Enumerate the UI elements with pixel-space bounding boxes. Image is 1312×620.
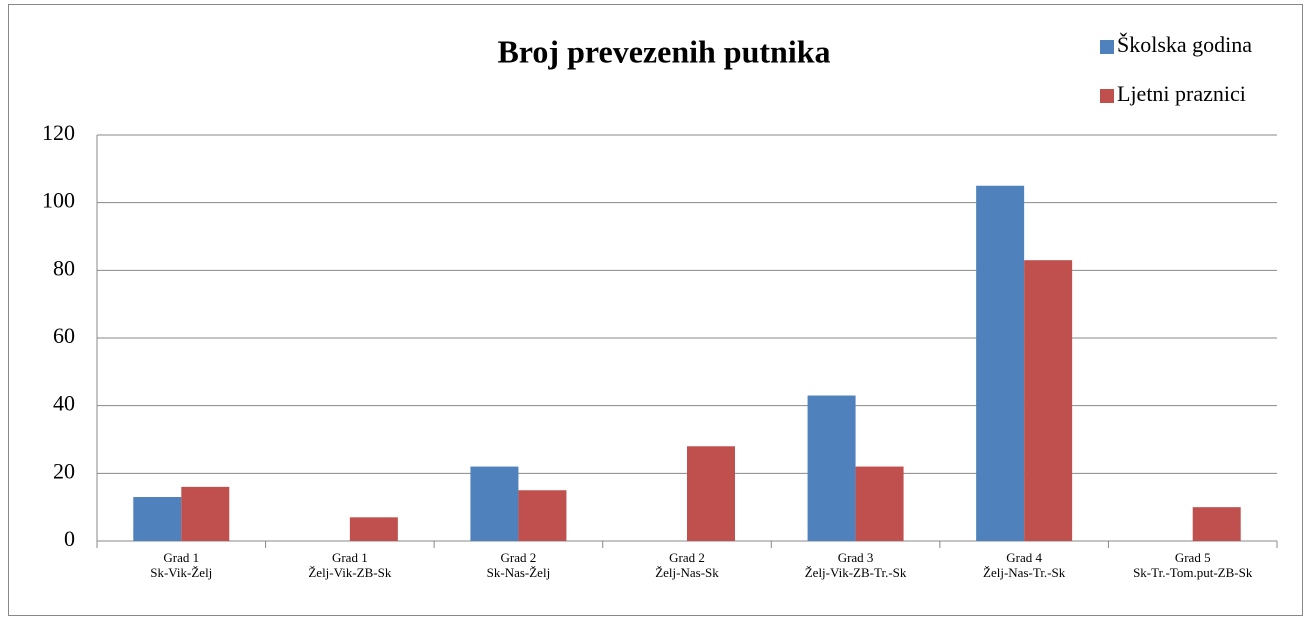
x-tick-label: Grad 2 xyxy=(669,550,705,565)
bar xyxy=(687,446,735,541)
y-tick-label: 0 xyxy=(64,526,75,551)
bar xyxy=(1024,260,1073,541)
bar xyxy=(518,490,567,541)
legend-swatch xyxy=(1100,89,1114,103)
x-tick-label: Grad 2 xyxy=(501,550,537,565)
bar xyxy=(807,395,856,541)
x-tick-label: Grad 3 xyxy=(838,550,874,565)
x-tick-label: Sk-Vik-Želj xyxy=(150,565,212,580)
bar xyxy=(855,466,904,541)
bar xyxy=(1192,507,1241,541)
y-tick-label: 20 xyxy=(53,458,75,483)
bar xyxy=(133,497,182,541)
x-tick-label: Grad 4 xyxy=(1006,550,1042,565)
bar xyxy=(349,517,398,541)
y-tick-label: 80 xyxy=(53,255,75,280)
bar xyxy=(470,466,519,541)
x-tick-label: Želj-Vik-ZB-Tr.-Sk xyxy=(805,565,907,580)
x-tick-label: Grad 5 xyxy=(1175,550,1211,565)
y-tick-label: 120 xyxy=(42,120,75,145)
legend-swatch xyxy=(1100,40,1114,54)
x-tick-label: Želj-Vik-ZB-Sk xyxy=(308,565,391,580)
x-tick-label: Želj-Nas-Tr.-Sk xyxy=(983,565,1066,580)
bar xyxy=(181,486,230,541)
y-tick-label: 40 xyxy=(53,391,75,416)
chart-title: Broj prevezenih putnika xyxy=(497,33,830,69)
x-tick-label: Grad 1 xyxy=(332,550,368,565)
x-tick-label: Grad 1 xyxy=(163,550,199,565)
bar xyxy=(976,185,1025,541)
legend-label: Ljetni praznici xyxy=(1117,81,1246,106)
x-tick-label: Želj-Nas-Sk xyxy=(655,565,719,580)
legend-label: Školska godina xyxy=(1117,32,1252,57)
y-tick-label: 60 xyxy=(53,323,75,348)
x-tick-label: Sk-Nas-Želj xyxy=(487,565,551,580)
x-tick-label: Sk-Tr.-Tom.put-ZB-Sk xyxy=(1133,565,1253,580)
y-tick-label: 100 xyxy=(42,188,75,213)
